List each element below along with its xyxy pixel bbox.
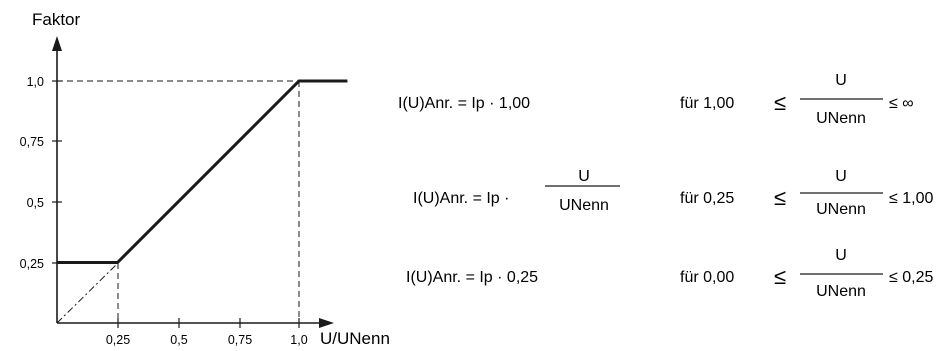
- equation-1-lhs: I(U)Anr. = Ip · 1,00: [398, 95, 530, 112]
- y-axis-arrow: [52, 36, 62, 51]
- equation-2-frac-num: U: [835, 168, 847, 185]
- x-axis-arrow: [319, 318, 334, 328]
- x-axis-title: U/UNenn: [320, 329, 390, 348]
- equation-2-lhs-num: U: [578, 168, 590, 185]
- characteristic-curve: [57, 79, 348, 264]
- equation-1-cond-suffix: ≤ ∞: [889, 95, 914, 112]
- y-tick-label-0-75: 0,75: [20, 135, 44, 149]
- y-tick-label-0-5: 0,5: [27, 196, 44, 210]
- x-tick-label-0-25: 0,25: [106, 333, 130, 347]
- equation-2-cond-suffix: ≤ 1,00: [889, 190, 933, 207]
- equation-3-leq-symbol: ≤: [774, 264, 786, 289]
- equation-2-leq-symbol: ≤: [774, 185, 786, 210]
- equation-3-frac-num: U: [835, 247, 847, 264]
- x-tick-label-0-75: 0,75: [228, 333, 252, 347]
- equation-3-cond-suffix: ≤ 0,25: [889, 269, 933, 286]
- x-tick-label-0-5: 0,5: [170, 333, 187, 347]
- equation-1-cond-prefix: für 1,00: [680, 95, 734, 112]
- y-tick-label-1-0: 1,0: [27, 75, 44, 89]
- equation-2-lhs-den: UNenn: [559, 197, 609, 214]
- x-tick-label-1-0: 1,0: [290, 333, 307, 347]
- guide-dashdot-origin: [56, 262, 119, 324]
- equation-2-frac-den: UNenn: [816, 201, 866, 218]
- equation-2-cond-prefix: für 0,25: [680, 190, 734, 207]
- equation-2-lhs-prefix: I(U)Anr. = Ip ·: [413, 190, 509, 207]
- equation-3-frac-den: UNenn: [816, 283, 866, 300]
- equation-3-lhs: I(U)Anr. = Ip · 0,25: [406, 269, 538, 286]
- y-axis-title: Faktor: [32, 10, 81, 29]
- y-tick-label-0-25: 0,25: [20, 257, 44, 271]
- equation-1-leq-symbol: ≤: [774, 90, 786, 115]
- equation-1-frac-num: U: [835, 72, 847, 89]
- equation-3-cond-prefix: für 0,00: [680, 269, 734, 286]
- equation-1-frac-den: UNenn: [816, 110, 866, 127]
